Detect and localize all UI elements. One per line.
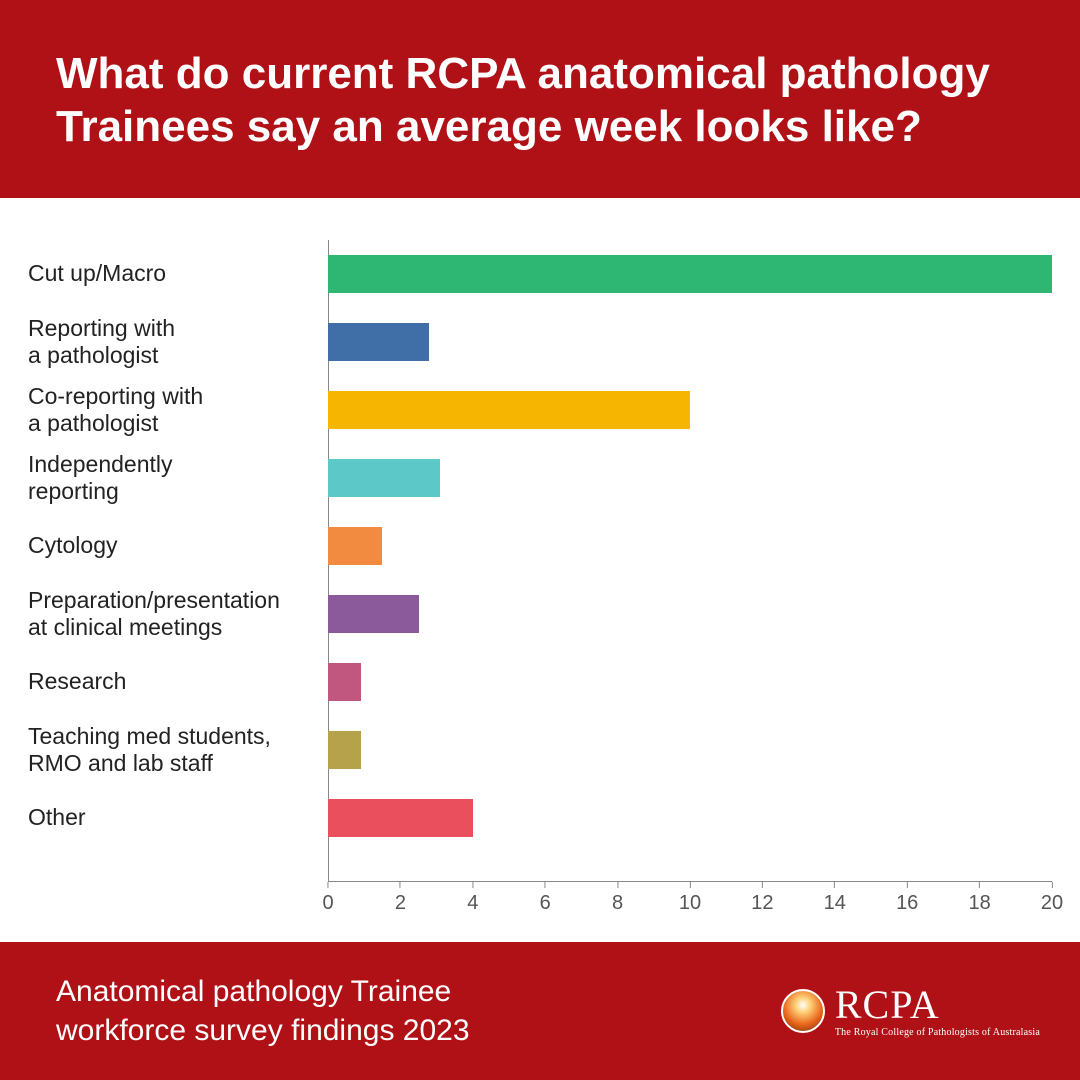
x-tick-mark	[328, 882, 329, 888]
bar-row	[328, 716, 1052, 784]
y-labels-column: Cut up/MacroReporting witha pathologistC…	[28, 240, 328, 922]
bar	[328, 323, 429, 361]
x-tick-mark	[907, 882, 908, 888]
bar	[328, 799, 473, 837]
x-tick: 18	[968, 882, 990, 915]
x-tick: 4	[467, 882, 478, 915]
rcpa-logo-icon	[781, 989, 825, 1033]
bar-row	[328, 512, 1052, 580]
bar-row	[328, 580, 1052, 648]
rcpa-logo: RCPA The Royal College of Pathologists o…	[781, 985, 1040, 1038]
x-tick-label: 16	[896, 892, 918, 915]
bar	[328, 459, 440, 497]
x-tick: 14	[824, 882, 846, 915]
page-title: What do current RCPA anatomical patholog…	[56, 48, 1024, 154]
bar	[328, 663, 361, 701]
bar-row	[328, 308, 1052, 376]
x-tick: 6	[540, 882, 551, 915]
bar	[328, 255, 1052, 293]
bar	[328, 527, 382, 565]
bar-row	[328, 240, 1052, 308]
x-tick-mark	[617, 882, 618, 888]
x-tick-label: 18	[968, 892, 990, 915]
rcpa-logo-main: RCPA	[835, 985, 1040, 1025]
bar-row	[328, 376, 1052, 444]
x-tick-label: 0	[322, 892, 333, 915]
footer-text: Anatomical pathology Traineeworkforce su…	[56, 972, 470, 1050]
footer-banner: Anatomical pathology Traineeworkforce su…	[0, 942, 1080, 1080]
y-axis-label: Cut up/Macro	[28, 240, 328, 308]
x-tick: 10	[679, 882, 701, 915]
bar	[328, 391, 690, 429]
x-tick-mark	[979, 882, 980, 888]
x-tick-mark	[762, 882, 763, 888]
y-axis-label: Research	[28, 648, 328, 716]
plot-area: 02468101214161820	[328, 240, 1052, 922]
x-tick: 0	[322, 882, 333, 915]
y-axis-label: Preparation/presentationat clinical meet…	[28, 580, 328, 648]
x-ticks-region: 02468101214161820	[328, 882, 1052, 922]
header-banner: What do current RCPA anatomical patholog…	[0, 0, 1080, 198]
x-tick-label: 12	[751, 892, 773, 915]
rcpa-logo-sub: The Royal College of Pathologists of Aus…	[835, 1027, 1040, 1038]
x-tick-mark	[545, 882, 546, 888]
x-tick-mark	[472, 882, 473, 888]
rcpa-logo-text: RCPA The Royal College of Pathologists o…	[835, 985, 1040, 1038]
y-axis-label: Co-reporting witha pathologist	[28, 376, 328, 444]
x-tick-label: 6	[540, 892, 551, 915]
x-tick: 20	[1041, 882, 1063, 915]
x-tick-mark	[690, 882, 691, 888]
y-axis-label: Teaching med students,RMO and lab staff	[28, 716, 328, 784]
bar-row	[328, 648, 1052, 716]
y-axis-label: Independentlyreporting	[28, 444, 328, 512]
x-tick: 12	[751, 882, 773, 915]
x-tick-label: 20	[1041, 892, 1063, 915]
bar	[328, 731, 361, 769]
bars-region	[328, 240, 1052, 882]
bar-row	[328, 784, 1052, 852]
x-tick: 8	[612, 882, 623, 915]
x-tick-mark	[834, 882, 835, 888]
x-tick-label: 14	[824, 892, 846, 915]
x-tick: 16	[896, 882, 918, 915]
x-tick-label: 8	[612, 892, 623, 915]
x-tick-mark	[400, 882, 401, 888]
y-axis-label: Other	[28, 784, 328, 852]
x-tick-label: 10	[679, 892, 701, 915]
x-tick-label: 2	[395, 892, 406, 915]
x-tick: 2	[395, 882, 406, 915]
y-axis-label: Cytology	[28, 512, 328, 580]
y-axis-label: Reporting witha pathologist	[28, 308, 328, 376]
bar	[328, 595, 419, 633]
x-tick-mark	[1052, 882, 1053, 888]
x-tick-label: 4	[467, 892, 478, 915]
chart: Cut up/MacroReporting witha pathologistC…	[0, 204, 1080, 942]
bar-row	[328, 444, 1052, 512]
